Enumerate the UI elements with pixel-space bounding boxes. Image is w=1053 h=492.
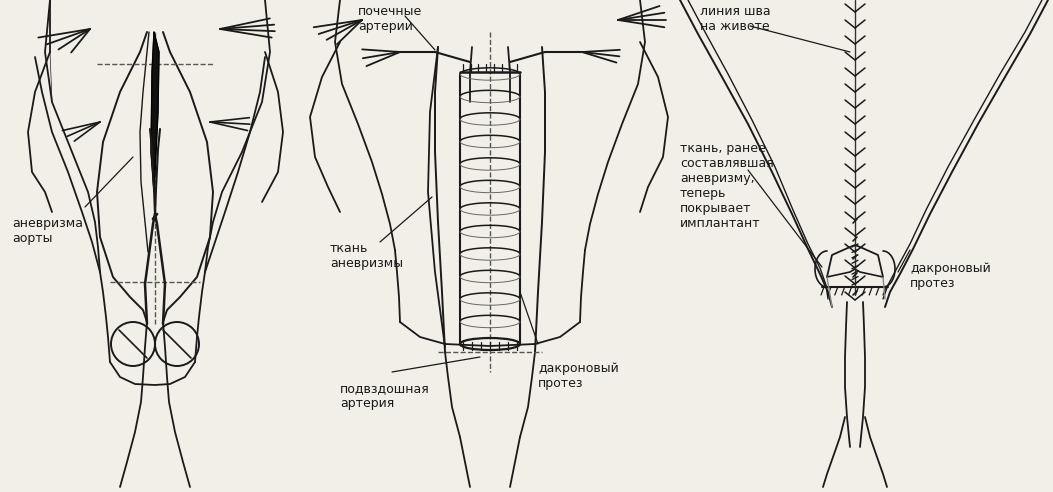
Text: почечные
артерии: почечные артерии: [358, 5, 422, 33]
Text: линия шва
на животе: линия шва на животе: [700, 5, 771, 33]
Text: дакроновый
протез: дакроновый протез: [538, 362, 619, 390]
Text: дакроновый
протез: дакроновый протез: [910, 262, 991, 290]
Text: подвздошная
артерия: подвздошная артерия: [340, 382, 430, 410]
Polygon shape: [151, 32, 159, 192]
Text: ткань
аневризмы: ткань аневризмы: [330, 242, 403, 270]
Text: ткань, ранее
составлявшая
аневризму,
теперь
покрывает
имплантант: ткань, ранее составлявшая аневризму, теп…: [680, 142, 774, 230]
Text: аневризма
аорты: аневризма аорты: [12, 217, 83, 245]
